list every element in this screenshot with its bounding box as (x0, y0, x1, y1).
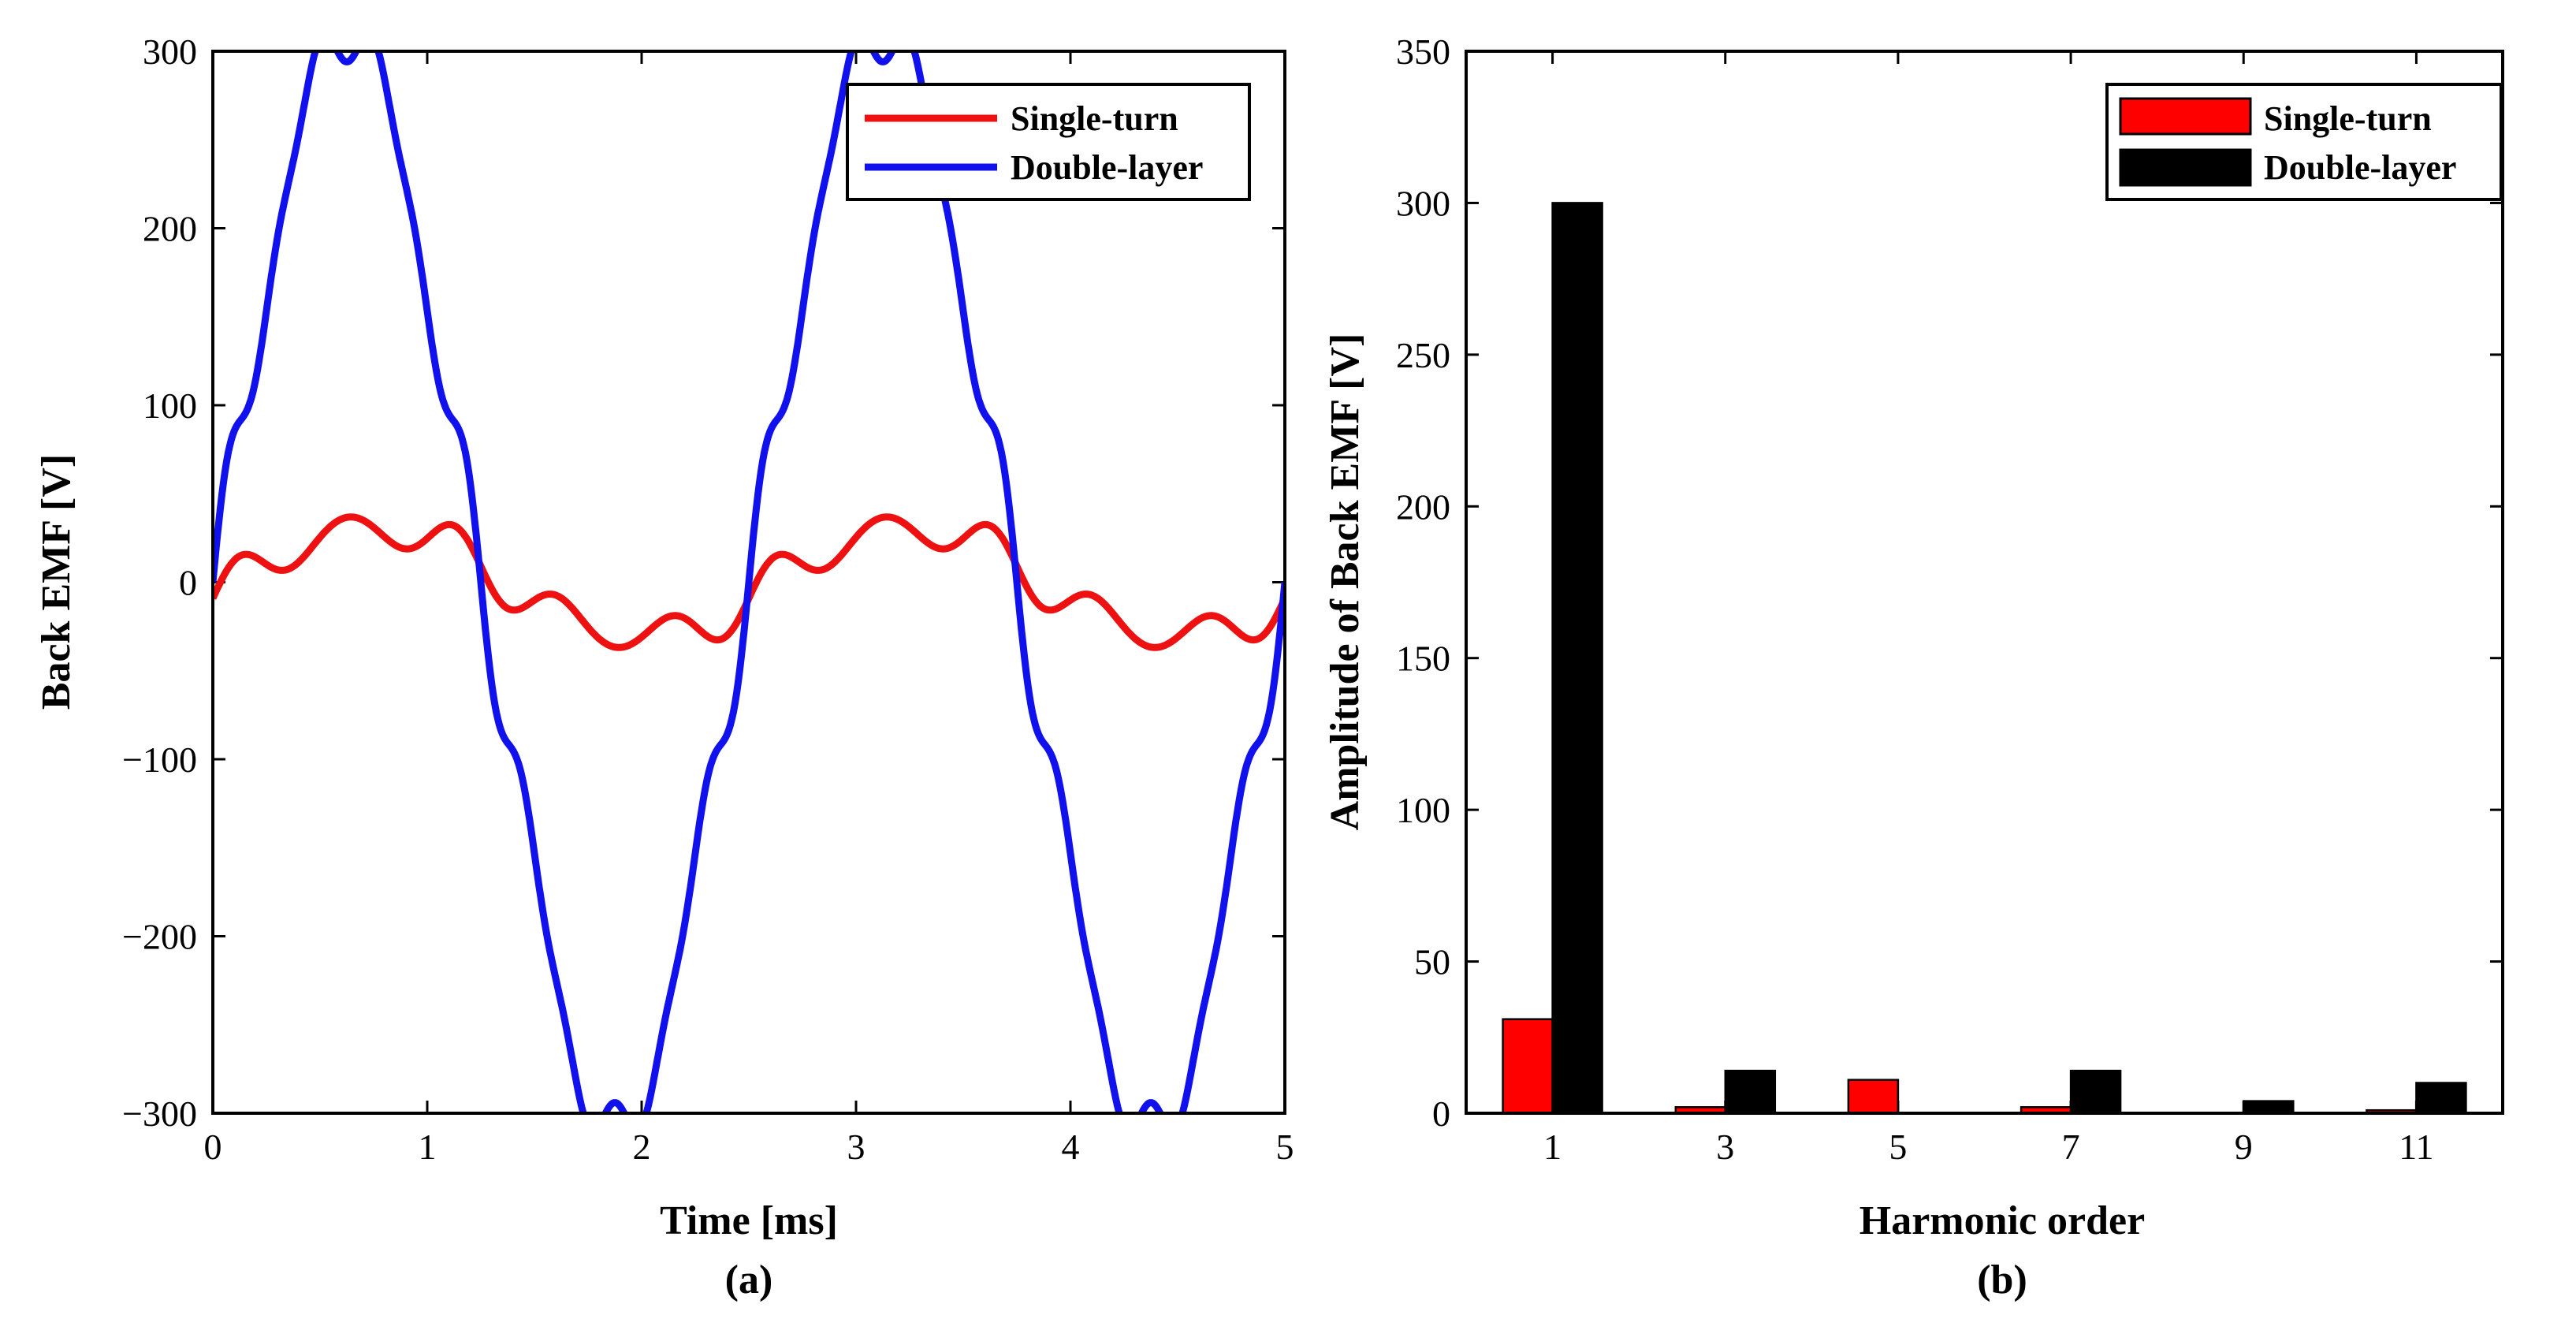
x-tick-label: 1 (419, 1127, 437, 1167)
bar-legend-swatch-single-turn (2119, 97, 2252, 136)
bar-double-layer-h7 (2069, 1069, 2122, 1115)
y-tick-label: 0 (1432, 1094, 1450, 1134)
x-tick-label: 2 (633, 1127, 651, 1167)
line-chart-xlabel: Time [ms] (660, 1198, 838, 1243)
x-tick-label: 4 (1062, 1127, 1080, 1167)
y-tick-label: 300 (1396, 183, 1450, 223)
x-tick-label: 5 (1276, 1127, 1294, 1167)
bar-chart-panel: 0 50 100 150 200 250 300 350 1 3 5 7 9 11 Single-turn… (1323, 32, 2504, 1302)
y-tick-label: 150 (1396, 639, 1450, 679)
y-tick-label: −300 (122, 1094, 197, 1134)
x-tick-label: 9 (2235, 1127, 2253, 1167)
line-chart-ticks: 0 1 2 3 4 5 300 200 100 0 −100 −200 −300 (122, 32, 1294, 1167)
line-legend-box (846, 83, 1251, 201)
y-tick-label: 0 (179, 563, 197, 603)
y-tick-label: 100 (143, 386, 197, 426)
y-tick-label: 300 (143, 32, 197, 72)
bar-chart-panel-label: (b) (1977, 1258, 2027, 1302)
y-tick-label: 200 (1396, 486, 1450, 527)
y-tick-label: −200 (122, 917, 197, 957)
line-chart-series (213, 51, 1285, 1113)
y-tick-label: 50 (1414, 942, 1450, 982)
bar-double-layer-h9 (2243, 1100, 2295, 1115)
bar-chart-legend: Single-turn Double-layer (2105, 83, 2503, 201)
x-tick-label: 7 (2062, 1127, 2080, 1167)
bar-chart-frame (1465, 50, 2504, 1115)
x-tick-label: 11 (2399, 1127, 2433, 1167)
bar-single-turn-h1 (1502, 1018, 1554, 1115)
bar-double-layer-h1 (1551, 202, 1603, 1115)
bar-chart-xlabel: Harmonic order (1859, 1198, 2145, 1243)
bar-legend-label-single-turn: Single-turn (2264, 99, 2432, 138)
y-tick-label: 350 (1396, 32, 1450, 72)
y-tick-label: 250 (1396, 335, 1450, 375)
line-chart-panel: 0 1 2 3 4 5 300 200 100 0 −100 −200 −300 Single-turn… (34, 32, 1294, 1302)
bar-double-layer-h3 (1724, 1069, 1777, 1115)
x-tick-label: 0 (204, 1127, 222, 1167)
bar-chart-ylabel: Amplitude of Back EMF [V] (1323, 333, 1368, 831)
bar-chart-bars (1502, 202, 2467, 1115)
bar-legend-label-double-layer: Double-layer (2264, 148, 2456, 187)
x-tick-label: 5 (1889, 1127, 1907, 1167)
bar-legend-swatch-double-layer (2119, 148, 2252, 187)
line-chart-frame (211, 50, 1286, 1115)
bar-double-layer-h11 (2415, 1082, 2467, 1115)
line-chart-legend: Single-turn Double-layer (846, 83, 1251, 201)
line-legend-label-double-layer: Double-layer (1011, 148, 1203, 187)
y-tick-label: −100 (122, 740, 197, 780)
bar-single-turn-h5 (1847, 1079, 1900, 1115)
y-tick-label: 200 (143, 209, 197, 249)
series-line-double-layer (213, 51, 1285, 1113)
line-legend-label-single-turn: Single-turn (1011, 99, 1178, 138)
x-tick-label: 3 (1716, 1127, 1734, 1167)
x-tick-label: 1 (1543, 1127, 1562, 1167)
line-chart-ylabel: Back EMF [V] (34, 454, 79, 710)
x-tick-label: 3 (847, 1127, 865, 1167)
line-chart-panel-label: (a) (725, 1258, 773, 1302)
y-tick-label: 100 (1396, 790, 1450, 830)
bar-chart-ticks: 0 50 100 150 200 250 300 350 1 3 5 7 9 11 (1396, 32, 2503, 1167)
